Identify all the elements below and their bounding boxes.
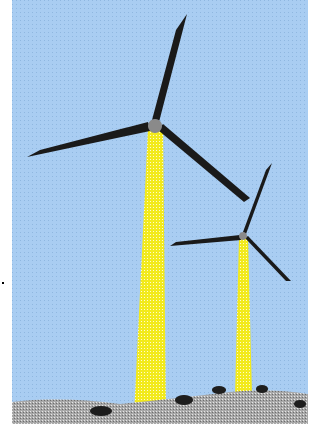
rock: [256, 385, 268, 393]
small-hub: [239, 232, 247, 240]
rock: [212, 386, 226, 394]
rock: [175, 395, 193, 405]
big-hub: [148, 119, 162, 133]
rock: [294, 400, 306, 408]
wind-turbine-picture: [0, 0, 308, 424]
rock: [90, 406, 112, 416]
margin-dot: [2, 282, 4, 284]
page: {}: [0, 0, 308, 424]
